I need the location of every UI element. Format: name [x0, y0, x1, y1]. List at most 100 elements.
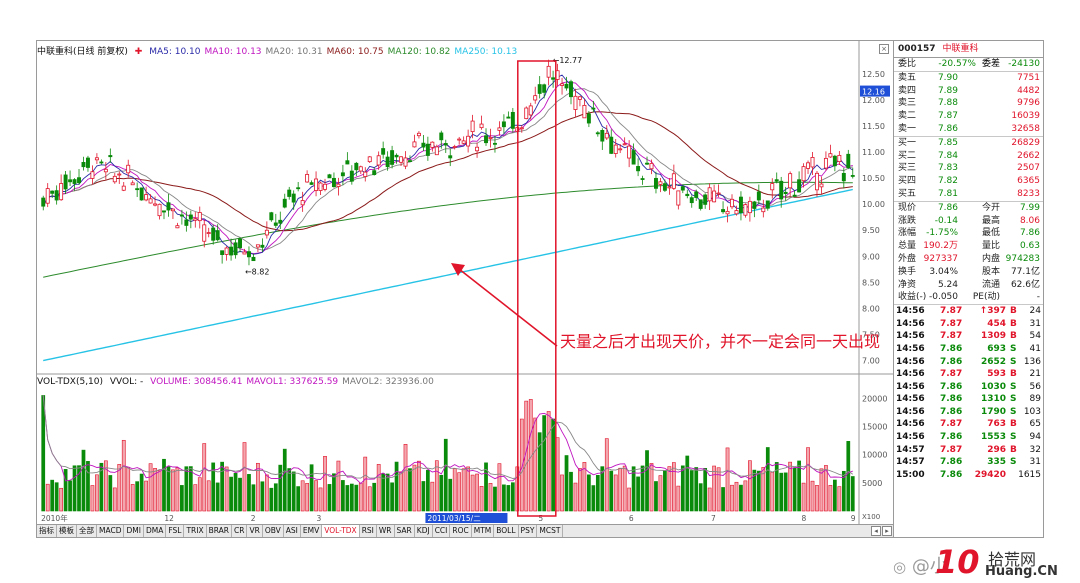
tick-row: 14:56 7.86 2652 S 136: [894, 356, 1043, 369]
tick-volume: 593: [987, 369, 1006, 380]
candle-body: [197, 212, 202, 222]
candle-body: [179, 214, 184, 217]
quote-value: 927337: [923, 253, 958, 264]
close-chart-button[interactable]: ×: [879, 44, 889, 54]
indicator-tab[interactable]: ROC: [450, 525, 472, 537]
indicator-tab[interactable]: 指标: [37, 525, 57, 537]
bid-price: 7.81: [937, 188, 958, 199]
indicator-tab[interactable]: OBV: [263, 525, 284, 537]
quote-value: 8.06: [1019, 215, 1040, 226]
volume-bar: [551, 418, 555, 512]
indicator-tab[interactable]: VOL-TDX: [322, 525, 360, 537]
volume-bar: [372, 482, 377, 512]
indicator-tab[interactable]: DMI: [124, 525, 144, 537]
candle-body: [765, 200, 770, 209]
indicator-tab[interactable]: WR: [377, 525, 395, 537]
date-label: 2010年: [41, 513, 68, 523]
volume-axis-label: 5000: [862, 479, 882, 488]
tick-price: 7.86: [940, 457, 963, 468]
tick-price: 7.86: [940, 432, 963, 443]
tick-time: 14:56: [896, 369, 925, 380]
indicator-tab[interactable]: MCST: [537, 525, 564, 537]
volume-bar: [694, 467, 699, 512]
volume-bar: [408, 468, 412, 512]
volume-bar: [788, 461, 793, 512]
date-label: 2: [251, 514, 256, 523]
volume-bar: [153, 468, 157, 512]
volume-bar: [761, 467, 766, 512]
tick-time: 14:56: [896, 381, 925, 392]
candle-body: [823, 157, 828, 169]
candle-body: [694, 191, 699, 198]
indicator-tab[interactable]: EMV: [301, 525, 323, 537]
indicator-tab[interactable]: RSI: [360, 525, 377, 537]
annotation-arrow-head: [451, 263, 465, 276]
volume-bar: [636, 476, 640, 512]
volume-bar: [765, 447, 770, 512]
candle-body: [792, 194, 797, 197]
candle-body: [99, 161, 104, 164]
indicator-tab[interactable]: ASI: [284, 525, 301, 537]
indicator-tab[interactable]: MACD: [97, 525, 125, 537]
tick-volume: 2652: [980, 356, 1006, 367]
indicator-tab[interactable]: KDJ: [415, 525, 433, 537]
volume-bar: [175, 467, 180, 512]
volume-bar: [264, 474, 269, 512]
scroll-right-button[interactable]: ▸: [882, 526, 892, 536]
indicator-tab[interactable]: PSY: [519, 525, 538, 537]
bid-label: 买二: [898, 150, 917, 161]
candle-body: [157, 203, 162, 217]
indicator-tab[interactable]: DMA: [144, 525, 167, 537]
indicator-tab[interactable]: CR: [232, 525, 248, 537]
tick-time: 14:57: [896, 457, 925, 468]
indicator-tab[interactable]: BOLL: [494, 525, 519, 537]
candle-body: [72, 179, 77, 184]
tick-time: 14:56: [896, 356, 925, 367]
indicator-tab[interactable]: VR: [247, 525, 263, 537]
tick-price: 7.87: [940, 318, 963, 329]
volume-bar: [806, 447, 810, 512]
kline-chart-canvas[interactable]: 12.50 12.00 11.50 11.00 10.50 10.00 9.50 9.00 8.…: [37, 41, 893, 524]
quote-row: 卖二 7.87 16039: [894, 110, 1043, 123]
scroll-left-button[interactable]: ◂: [871, 526, 881, 536]
volume-bar: [837, 486, 842, 512]
indicator-tab[interactable]: BRAR: [207, 525, 233, 537]
tick-direction: S: [1010, 381, 1017, 392]
volume-bar: [475, 473, 479, 512]
indicator-tab[interactable]: MTM: [472, 525, 495, 537]
candle-body: [117, 173, 122, 176]
candle-body: [291, 193, 296, 203]
volume-bar: [685, 455, 690, 512]
candle-body: [448, 155, 453, 159]
indicator-tab[interactable]: 全部: [77, 525, 97, 537]
volume-bar: [560, 474, 564, 512]
price-axis-label: 10.00: [862, 200, 885, 209]
volume-bar: [327, 484, 332, 512]
quote-label: PE(动): [972, 292, 1000, 303]
tick-price: 7.87: [940, 369, 963, 380]
volume-bar: [162, 458, 166, 512]
volume-bar: [188, 466, 193, 512]
ma-marker-icon: ✚: [134, 47, 143, 57]
volume-bar: [600, 466, 605, 512]
candle-body: [153, 203, 158, 206]
indicator-tab[interactable]: CCI: [433, 525, 451, 537]
volume-bar: [470, 474, 475, 512]
candle-body: [247, 251, 251, 258]
indicator-tab[interactable]: FSL: [166, 525, 185, 537]
quote-value: 77.1亿: [1010, 266, 1040, 277]
candle-body: [524, 107, 529, 120]
indicator-tab[interactable]: SAR: [395, 525, 415, 537]
ask-price: 7.88: [937, 98, 958, 109]
indicator-tab[interactable]: 模板: [57, 525, 77, 537]
candle-body: [336, 183, 341, 187]
volume-bar: [774, 462, 779, 512]
candle-body: [730, 198, 734, 208]
ma250-line: [43, 188, 853, 362]
volume-axis-label: 20000: [862, 394, 887, 403]
indicator-tab[interactable]: TRIX: [184, 525, 207, 537]
volume-bar: [779, 472, 784, 512]
candle-body: [112, 175, 117, 183]
volume-bar: [296, 486, 301, 512]
tick-row: 14:56 7.87 ↑397 B 24: [894, 305, 1043, 318]
